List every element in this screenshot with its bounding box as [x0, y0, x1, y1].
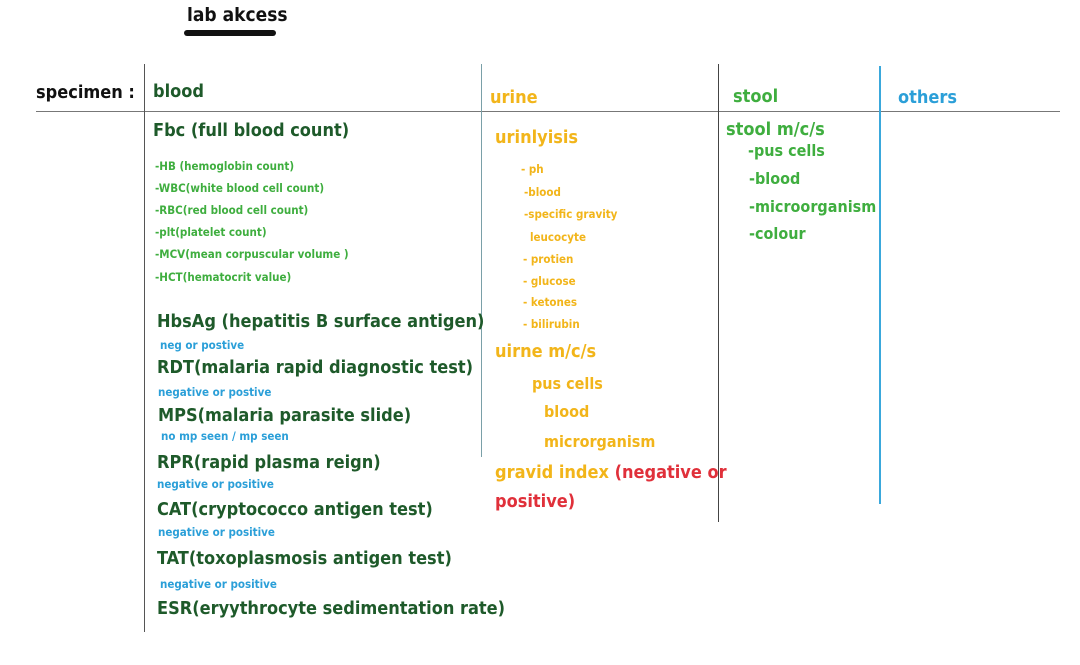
- fbc-item: -MCV(mean corpuscular volume ): [155, 247, 349, 261]
- urinalysis-item: - glucose: [523, 274, 576, 288]
- urinalysis-item: leucocyte: [530, 230, 587, 244]
- stool-column-divider: [718, 64, 719, 522]
- urinalysis-item: - bilirubin: [523, 317, 580, 331]
- blood-test-name: RDT(malaria rapid diagnostic test): [157, 357, 474, 378]
- blood-test-name: TAT(toxoplasmosis antigen test): [157, 548, 452, 569]
- gravid-index-result: (negative or: [614, 462, 727, 483]
- title-underline: [184, 30, 276, 36]
- urine-column-divider: [481, 64, 482, 457]
- urinalysis-heading: urinlyisis: [495, 127, 579, 148]
- column-header-blood: blood: [153, 81, 204, 102]
- urinalysis-item: -blood: [524, 185, 561, 199]
- blood-test-result: negative or positive: [157, 477, 274, 491]
- urinalysis-item: -specific gravity: [524, 207, 618, 221]
- stool-item: -blood: [749, 169, 801, 188]
- urine-mcs-heading: uirne m/c/s: [495, 341, 597, 362]
- urine-mcs-item: pus cells: [532, 374, 603, 393]
- blood-column-divider: [144, 64, 145, 632]
- blood-test-result: no mp seen / mp seen: [161, 429, 289, 443]
- header-divider: [36, 111, 1060, 112]
- urine-mcs-item: microrganism: [544, 432, 656, 451]
- others-column-divider: [879, 66, 881, 504]
- fbc-item: -RBC(red blood cell count): [155, 203, 309, 217]
- gravid-index-result-cont: positive): [495, 491, 576, 512]
- fbc-heading: Fbc (full blood count): [153, 120, 350, 141]
- gravid-index-label: gravid index: [495, 462, 609, 483]
- stool-item: -colour: [749, 224, 806, 243]
- blood-test-result: negative or positive: [160, 577, 277, 591]
- blood-test-name: HbsAg (hepatitis B surface antigen): [157, 311, 485, 332]
- stool-item: -pus cells: [748, 141, 825, 160]
- gravid-index-line: gravid index (negative or: [495, 464, 727, 482]
- fbc-item: -plt(platelet count): [155, 225, 267, 239]
- blood-test-result: negative or positive: [158, 525, 275, 539]
- blood-test-result: neg or postive: [160, 338, 245, 352]
- urinalysis-item: - ketones: [523, 295, 578, 309]
- urinalysis-item: - protien: [523, 252, 574, 266]
- urine-mcs-item: blood: [544, 402, 590, 421]
- specimen-label: specimen :: [36, 82, 135, 103]
- fbc-item: -HCT(hematocrit value): [155, 270, 292, 284]
- urinalysis-item: - ph: [521, 162, 544, 176]
- fbc-item: -HB (hemoglobin count): [155, 159, 295, 173]
- column-header-others: others: [898, 87, 958, 108]
- page-title: lab akcess: [187, 4, 288, 26]
- column-header-urine: urine: [490, 87, 538, 108]
- stool-item: -microorganism: [749, 197, 877, 216]
- blood-test-name: CAT(cryptococco antigen test): [157, 499, 433, 520]
- blood-test-name: RPR(rapid plasma reign): [157, 452, 381, 473]
- blood-test-result: negative or postive: [158, 385, 272, 399]
- blood-test-name: ESR(eryythrocyte sedimentation rate): [157, 598, 506, 619]
- stool-mcs-heading: stool m/c/s: [726, 119, 825, 140]
- blood-test-name: MPS(malaria parasite slide): [158, 405, 412, 426]
- column-header-stool: stool: [733, 86, 779, 107]
- fbc-item: -WBC(white blood cell count): [155, 181, 325, 195]
